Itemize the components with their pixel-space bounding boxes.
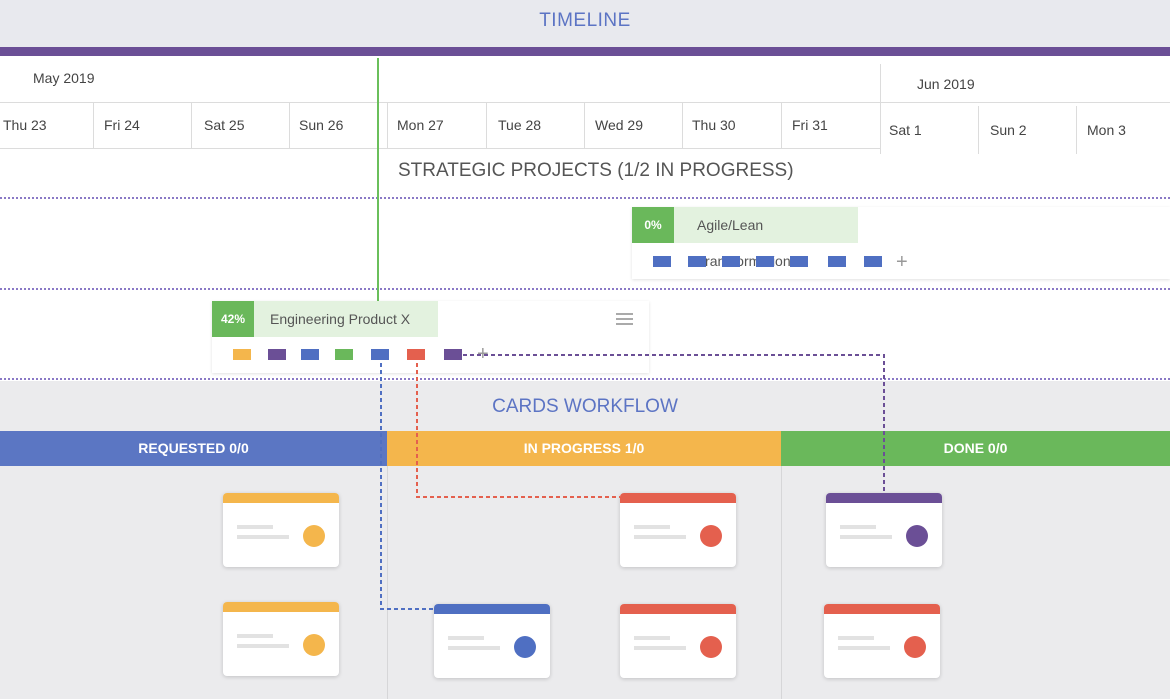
hamburger-icon[interactable] <box>616 313 633 325</box>
card-indicator[interactable] <box>828 256 846 267</box>
assignee-avatar <box>303 525 325 547</box>
card-indicator[interactable] <box>268 349 286 360</box>
month-label-may: May 2019 <box>33 70 95 86</box>
card-indicator[interactable] <box>790 256 808 267</box>
cards-workflow-title: CARDS WORKFLOW <box>492 396 678 417</box>
strategic-projects-title: STRATEGIC PROJECTS (1/2 IN PROGRESS) <box>398 160 794 181</box>
card-indicator[interactable] <box>233 349 251 360</box>
day-separator <box>682 102 683 148</box>
card-indicator[interactable] <box>407 349 425 360</box>
card-indicator[interactable] <box>864 256 882 267</box>
day-label: Thu 30 <box>692 117 736 133</box>
day-row-bottom-border <box>0 148 880 149</box>
day-separator <box>289 102 290 148</box>
day-separator <box>1076 106 1077 154</box>
timeline-title: TIMELINE <box>539 10 631 31</box>
day-label: Sun 2 <box>990 122 1027 138</box>
card-indicator[interactable] <box>688 256 706 267</box>
workflow-card[interactable] <box>223 602 339 676</box>
workflow-card[interactable] <box>824 604 940 678</box>
day-separator <box>880 102 881 154</box>
day-separator <box>387 102 388 148</box>
column-header-requested[interactable]: REQUESTED 0/0 <box>0 431 387 466</box>
card-indicator[interactable] <box>371 349 389 360</box>
day-separator <box>584 102 585 148</box>
card-indicator[interactable] <box>722 256 740 267</box>
day-label: Sat 25 <box>204 117 245 133</box>
day-separator <box>781 102 782 148</box>
day-separator <box>486 102 487 148</box>
lane-separator <box>0 378 1170 380</box>
day-label: Sat 1 <box>889 122 922 138</box>
workflow-card[interactable] <box>826 493 942 567</box>
month-label-jun: Jun 2019 <box>917 76 975 92</box>
assignee-avatar <box>906 525 928 547</box>
day-separator <box>93 102 94 148</box>
column-separator <box>781 466 782 699</box>
connector-red <box>416 356 620 498</box>
day-label: Mon 3 <box>1087 122 1126 138</box>
assignee-avatar <box>700 525 722 547</box>
project-name[interactable]: Engineering Product X <box>254 301 438 337</box>
add-card-plus-icon[interactable]: + <box>477 343 489 365</box>
add-card-plus-icon[interactable]: + <box>896 251 908 273</box>
column-separator <box>387 466 388 699</box>
connector-blue <box>380 356 434 610</box>
card-indicator[interactable] <box>301 349 319 360</box>
timeline-header-bar <box>0 47 1170 56</box>
column-header-in-progress[interactable]: IN PROGRESS 1/0 <box>387 431 781 466</box>
lane-separator <box>0 288 1170 290</box>
workflow-card[interactable] <box>620 493 736 567</box>
day-separator <box>191 102 192 148</box>
day-row-top-border <box>0 102 1170 103</box>
project-card-engineering[interactable]: 42% Engineering Product X + <box>212 301 649 373</box>
lane-separator <box>0 197 1170 199</box>
assignee-avatar <box>514 636 536 658</box>
assignee-avatar <box>303 634 325 656</box>
day-label: Mon 27 <box>397 117 444 133</box>
card-indicator[interactable] <box>335 349 353 360</box>
today-marker-line <box>377 58 379 303</box>
assignee-avatar <box>700 636 722 658</box>
card-indicator[interactable] <box>653 256 671 267</box>
day-label: Sun 26 <box>299 117 344 133</box>
workflow-card[interactable] <box>223 493 339 567</box>
day-label: Tue 28 <box>498 117 542 133</box>
workflow-card[interactable] <box>620 604 736 678</box>
connector-purple <box>463 354 885 496</box>
card-indicator[interactable] <box>444 349 462 360</box>
day-label: Thu 23 <box>3 117 47 133</box>
workflow-card[interactable] <box>434 604 550 678</box>
assignee-avatar <box>904 636 926 658</box>
day-label: Fri 24 <box>104 117 140 133</box>
day-label: Fri 31 <box>792 117 828 133</box>
month-divider <box>880 64 881 102</box>
card-indicator[interactable] <box>756 256 774 267</box>
day-separator <box>978 106 979 154</box>
project-card-agile[interactable]: 0% Agile/Lean Transformation + <box>632 207 1170 279</box>
day-label: Wed 29 <box>595 117 643 133</box>
progress-badge: 0% <box>632 207 674 243</box>
timeline-header <box>0 0 1170 47</box>
column-header-done[interactable]: DONE 0/0 <box>781 431 1170 466</box>
progress-badge: 42% <box>212 301 254 337</box>
